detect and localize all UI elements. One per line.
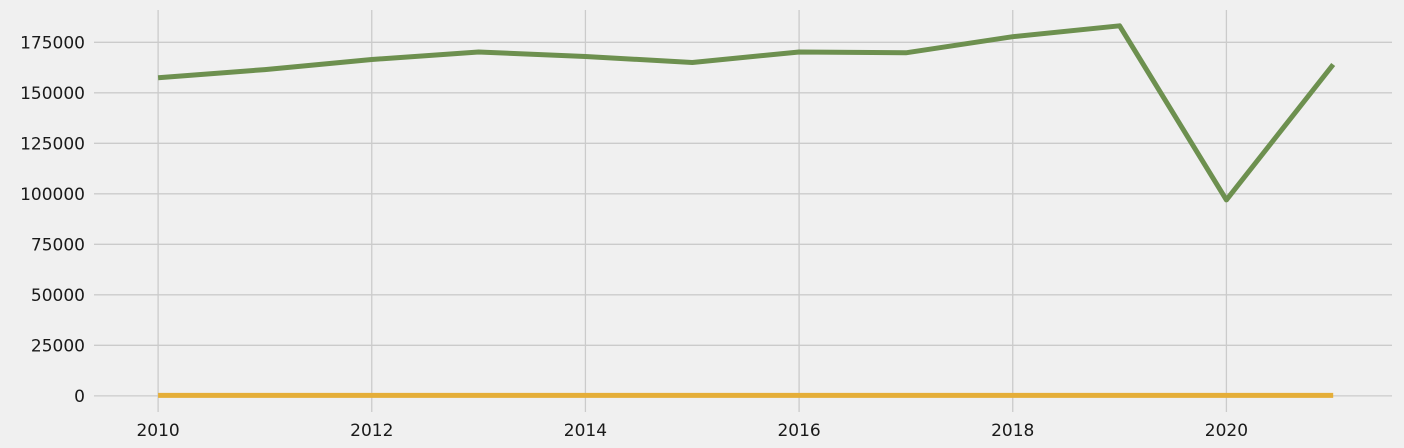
x-tick-label: 2016 bbox=[777, 421, 820, 441]
y-tick-label: 125000 bbox=[20, 134, 85, 154]
series-group bbox=[157, 23, 1336, 398]
y-tick-label: 175000 bbox=[20, 33, 85, 53]
y-tick-label: 150000 bbox=[20, 84, 85, 104]
y-tick-label: 0 bbox=[74, 387, 85, 407]
x-tick-label: 2014 bbox=[564, 421, 607, 441]
y-tick-label: 25000 bbox=[31, 336, 85, 356]
x-tick-label: 2018 bbox=[991, 421, 1034, 441]
x-tick-label: 2020 bbox=[1205, 421, 1248, 441]
y-tick-label: 75000 bbox=[31, 235, 85, 255]
grid bbox=[94, 10, 1392, 412]
tick-labels: 2010 2012 2014 2016 2018 2020 0 25000 50000 75000… bbox=[20, 33, 1248, 441]
y-tick-label: 50000 bbox=[31, 286, 85, 306]
x-tick-label: 2010 bbox=[136, 421, 179, 441]
x-tick-label: 2012 bbox=[350, 421, 393, 441]
series-line-1 bbox=[157, 23, 1336, 203]
y-tick-label: 100000 bbox=[20, 185, 85, 205]
